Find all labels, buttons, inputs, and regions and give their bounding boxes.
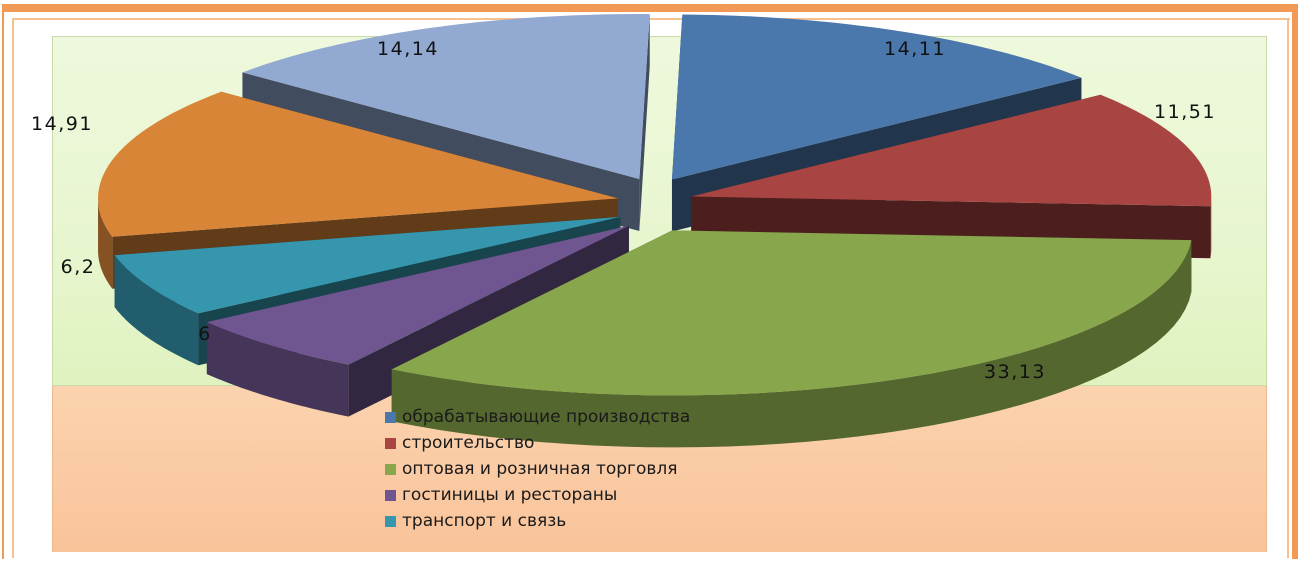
legend-swatch: [385, 515, 396, 527]
pie-slice-top-4: [206, 225, 629, 365]
pie-slice-wall-3: [391, 240, 1192, 448]
legend-item: обрабатывающие производства: [385, 404, 690, 430]
pie-slice-top-6: [98, 91, 619, 237]
data-label-3: 33,13: [984, 361, 1046, 383]
data-label-6: 14,91: [31, 113, 93, 135]
legend-label: строительство: [402, 433, 535, 453]
legend-swatch: [385, 437, 396, 449]
legend-label: обрабатывающие производства: [402, 407, 691, 427]
pie-slice-top-2: [691, 94, 1212, 207]
legend-label: гостиницы и рестораны: [402, 485, 618, 505]
pie-slice-top-7: [242, 14, 650, 180]
legend-item: строительство: [385, 430, 690, 456]
data-label-2: 11,51: [1154, 101, 1216, 123]
pie-slice-top-5: [114, 216, 621, 314]
data-label-7: 14,14: [377, 38, 439, 60]
legend-swatch: [385, 411, 396, 423]
pie-slice-4: [206, 225, 629, 417]
legend-item: транспорт и связь: [385, 508, 690, 534]
legend-item: оптовая и розничная торговля: [385, 456, 690, 482]
data-label-1: 14,11: [884, 38, 946, 60]
legend-item: гостиницы и рестораны: [385, 482, 690, 508]
pie-slice-top-3: [391, 230, 1192, 396]
chart-legend: обрабатывающие производства строительство…: [385, 404, 690, 534]
pie-slice-side-7-2: [639, 14, 650, 232]
legend-swatch: [385, 489, 396, 501]
legend-label: транспорт и связь: [402, 511, 567, 531]
pie-slice-wall-6: [98, 198, 113, 289]
frame-inner-line-top: [12, 18, 1290, 20]
pie-slice-wall-4: [206, 322, 349, 417]
legend-swatch: [385, 463, 396, 475]
data-label-5: 6,2: [61, 256, 96, 278]
pie-slice-3: [391, 230, 1192, 448]
data-label-4: 6: [198, 323, 212, 345]
pie-slice-wall-5: [114, 255, 199, 366]
frame-inner-line-right: [1287, 18, 1289, 558]
frame-inner-line-left: [12, 18, 14, 558]
pie-slice-top-1: [671, 14, 1082, 180]
pie-slice-wall-2: [1210, 196, 1212, 259]
legend-label: оптовая и розничная торговля: [402, 459, 678, 479]
chart-frame: [2, 4, 1298, 559]
